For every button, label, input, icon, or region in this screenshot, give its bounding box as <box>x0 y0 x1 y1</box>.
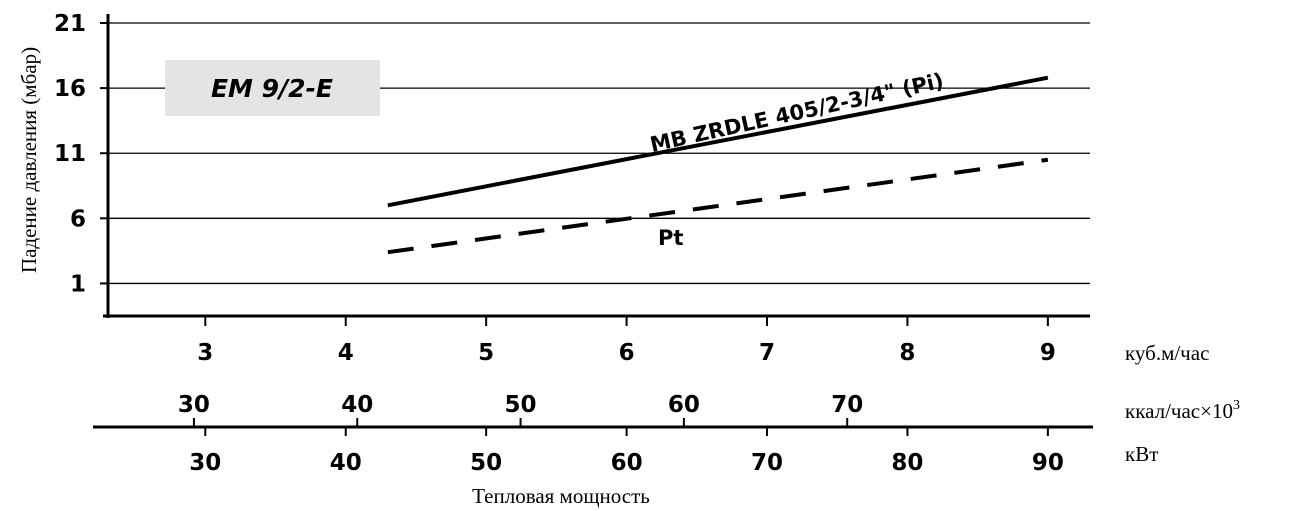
x-tick-label-kcal: 30 <box>178 392 210 418</box>
model-label: EM 9/2-E <box>211 74 333 103</box>
series-label-dashed: Pt <box>658 226 683 250</box>
x-tick-label-kw: 80 <box>891 450 923 476</box>
y-tick-label: 16 <box>54 76 86 102</box>
series-line-solid <box>387 75 1049 208</box>
unit-kw: кВт <box>1125 442 1158 466</box>
y-tick-label: 11 <box>54 141 86 167</box>
x-tick-label-m3h: 9 <box>1040 340 1056 366</box>
y-tick-label: 1 <box>70 271 86 297</box>
x-tick-label-kw: 90 <box>1032 450 1064 476</box>
unit-kcal: ккал/час×103 <box>1125 398 1240 423</box>
x-tick-label-m3h: 8 <box>899 340 915 366</box>
model-label-box <box>165 60 380 116</box>
x-tick-label-kw: 50 <box>470 450 502 476</box>
unit-kcal-sup: 3 <box>1233 398 1240 413</box>
x-tick-label-m3h: 3 <box>197 340 213 366</box>
x-tick-label-kw: 60 <box>611 450 643 476</box>
x-tick-label-kw: 30 <box>189 450 221 476</box>
y-axis-label: Падение давления (мбар) <box>17 47 41 273</box>
x-tick-label-kw: 70 <box>751 450 783 476</box>
y-tick-label: 21 <box>54 11 86 37</box>
series-label-solid: MB ZRDLE 405/2-3/4" (Pi) <box>648 69 946 157</box>
x-tick-label-kcal: 40 <box>341 392 373 418</box>
x-tick-label-kw: 40 <box>330 450 362 476</box>
data-series <box>387 75 1049 255</box>
x-tick-label-m3h: 6 <box>619 340 635 366</box>
x-tick-label-m3h: 5 <box>478 340 494 366</box>
x-tick-label-kcal: 60 <box>668 392 700 418</box>
x-tick-label-m3h: 7 <box>759 340 775 366</box>
series-line-dashed <box>387 157 1049 255</box>
x-axis-label: Тепловая мощность <box>472 484 650 508</box>
unit-m3h: куб.м/час <box>1125 341 1209 365</box>
x-tick-label-m3h: 4 <box>338 340 354 366</box>
x-tick-label-kcal: 50 <box>505 392 537 418</box>
x-tick-labels: 3 4 5 6 7 8 9 30 40 50 60 70 30 40 50 60 70 80 90 <box>178 316 1064 476</box>
unit-kcal-base: ккал/час×10 <box>1125 399 1233 423</box>
y-tick-label: 6 <box>70 206 86 232</box>
x-tick-label-kcal: 70 <box>831 392 863 418</box>
